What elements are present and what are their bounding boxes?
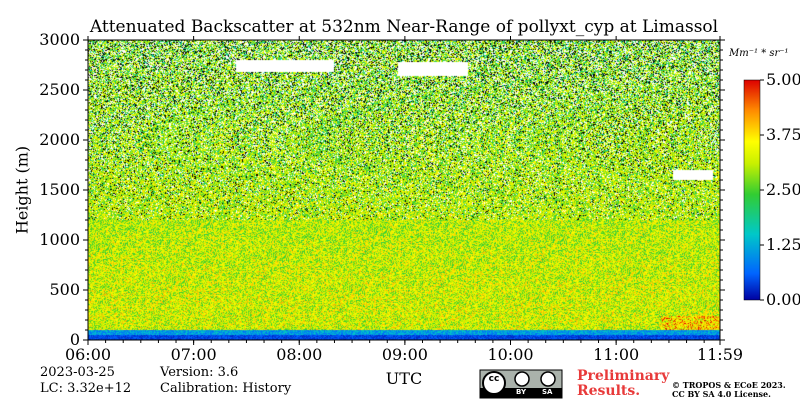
chart-title: Attenuated Backscatter at 532nm Near-Ran… [89,17,719,37]
cc-logo-icon [482,371,506,395]
x-tick-label: 10:00 [487,345,534,364]
x-axis-label: UTC [385,369,423,388]
colorbar [743,79,761,301]
y-tick-label: 2500 [39,80,80,99]
y-tick-label: 1000 [39,230,80,249]
copyright-line2: CC BY SA 4.0 License. [672,389,771,399]
date-label: 2023-03-25 [40,365,115,380]
x-tick-label: 09:00 [381,345,428,364]
sa-text: SA [542,388,553,396]
y-axis-label: Height (m) [12,145,32,235]
cc-badge-text: cc BY SA [480,374,562,398]
y-tick-label: 0 [69,330,80,349]
colorbar-tick-label: 3.75 [766,125,800,144]
preliminary-text-line1: Preliminary [577,368,670,384]
x-tick-label: 08:00 [276,345,323,364]
colorbar-unit: Mm⁻¹ * sr⁻¹ [729,48,789,59]
version-label: Version: 3.6 [160,365,239,380]
x-axis-ticks [87,36,721,345]
preliminary-text-line2: Results. [577,383,641,399]
y-axis-ticks [83,39,725,341]
x-tick-label: 11:00 [593,345,640,364]
by-attribution-icon [514,371,530,387]
y-tick-label: 1500 [39,180,80,199]
calibration-label: Calibration: History [160,381,292,396]
x-tick-label: 11:59 [696,345,744,364]
copyright-line1: © TROPOS & ECoE 2023. [672,380,786,390]
x-tick-label: 07:00 [170,345,217,364]
heatmap-raster [88,40,720,340]
x-tick-label: 06:00 [64,345,112,364]
cc-license-badge [479,369,563,399]
cc-text: cc [488,374,500,384]
by-text: BY [516,388,527,396]
sa-sharealike-icon [540,371,556,387]
y-tick-label: 2000 [39,130,80,149]
y-tick-label: 500 [49,280,80,299]
lc-label: LC: 3.32e+12 [40,381,132,396]
colorbar-tick-label: 0.00 [766,290,800,309]
colorbar-tick-label: 2.50 [766,180,800,199]
colorbar-tick-label: 1.25 [766,235,800,254]
colorbar-tick-label: 5.00 [766,70,800,89]
backscatter-heatmap [88,40,720,340]
colorbar-ticks [760,79,764,301]
y-tick-label: 3000 [39,30,80,49]
